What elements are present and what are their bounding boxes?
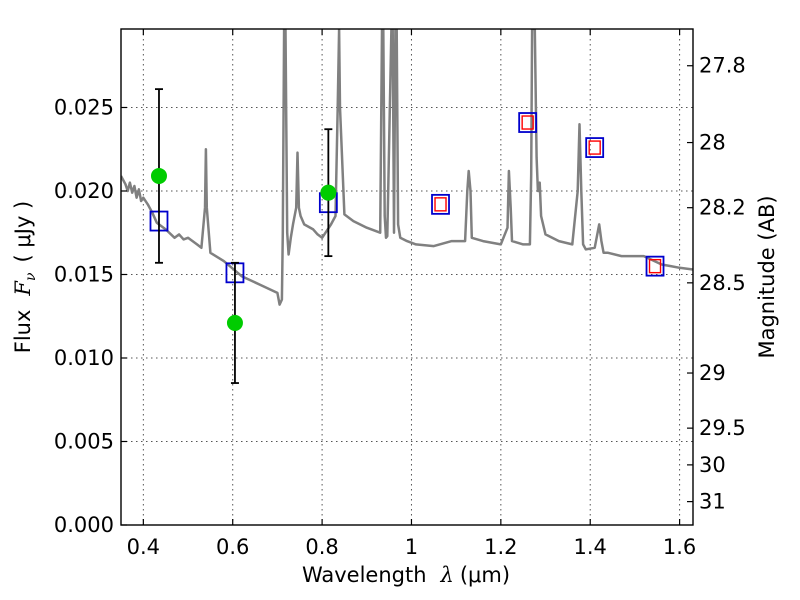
observed-point <box>320 184 337 201</box>
y-tick-label: 0.005 <box>54 429 114 453</box>
right-tick-label: 28 <box>699 131 726 155</box>
plot-frame <box>120 28 694 526</box>
y-tick-label: 0.000 <box>54 513 114 537</box>
grid <box>121 29 693 525</box>
y-axis-label-right: Magnitude (AB) <box>755 195 779 358</box>
x-tick-label: 1.2 <box>484 535 517 559</box>
right-tick-label: 28.5 <box>699 271 746 295</box>
synthetic-band-square <box>648 258 662 274</box>
y-tick-label: 0.025 <box>54 95 114 119</box>
y-tick-label: 0.015 <box>54 262 114 286</box>
model-spectrum-line <box>121 29 693 306</box>
observed-point <box>226 314 243 331</box>
x-tick-label: 1 <box>405 535 418 559</box>
right-tick-label: 28.2 <box>699 196 746 220</box>
x-tick-label: 0.4 <box>127 535 160 559</box>
model-band-square <box>645 255 665 277</box>
x-axis-label: Wavelength λ (μm) <box>302 563 510 587</box>
observed-point <box>150 167 167 184</box>
right-tick-label: 27.8 <box>699 54 746 78</box>
synthetic-band-square <box>434 197 447 212</box>
x-tick-label: 0.8 <box>305 535 338 559</box>
right-tick-label: 31 <box>699 490 726 514</box>
y-tick-label: 0.010 <box>54 346 114 370</box>
right-tick-label: 29 <box>699 361 726 385</box>
x-tick-label: 1.4 <box>574 535 607 559</box>
synthetic-band-square <box>521 115 534 130</box>
x-tick-label: 1.6 <box>663 535 696 559</box>
data-marks <box>149 88 665 384</box>
model-band-square <box>431 193 450 215</box>
x-tick-label: 0.6 <box>216 535 249 559</box>
right-tick-label: 30 <box>699 453 726 477</box>
right-tick-label: 29.5 <box>699 416 746 440</box>
model-band-square <box>585 137 605 158</box>
y-tick-label: 0.020 <box>54 179 114 203</box>
synthetic-band-square <box>588 140 601 155</box>
y-axis-label-left: FluxFν( μJy ) <box>11 201 39 353</box>
model-band-square <box>518 112 538 133</box>
axis-ticks: 0.4 0.6 0.8 1 1.2 1.4 1.6 0.000 0.005 0.010 0.015 0… <box>54 29 746 559</box>
